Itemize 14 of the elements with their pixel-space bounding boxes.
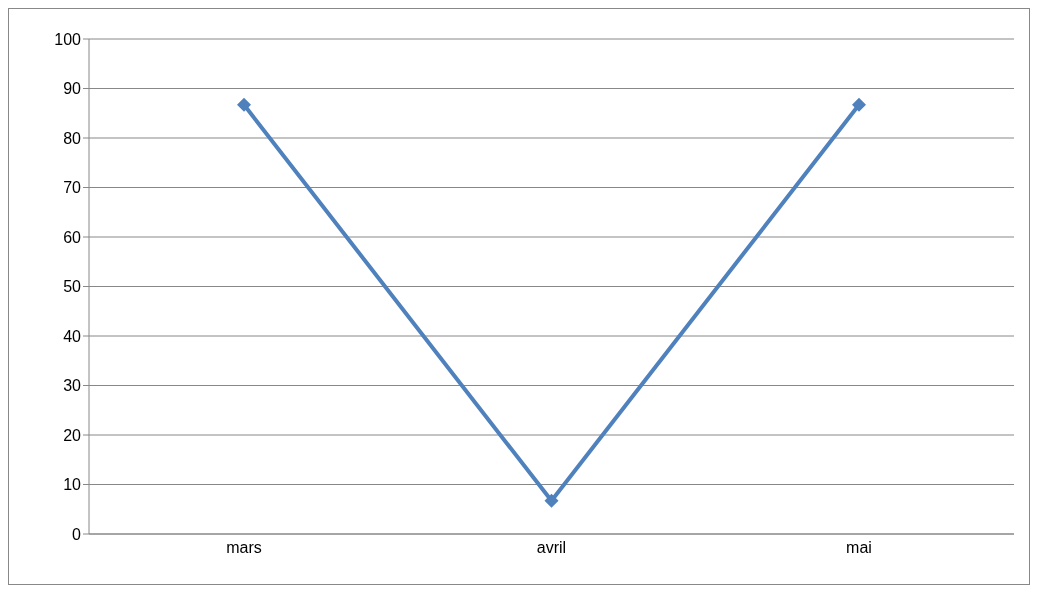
y-tick-label: 30: [63, 377, 82, 395]
y-tick-label: 80: [63, 129, 82, 147]
y-tick-label: 0: [72, 525, 82, 543]
y-tick-label: 20: [63, 426, 82, 444]
x-tick-label: avril: [536, 539, 567, 557]
y-tick-label: 40: [63, 327, 82, 345]
y-tick-label: 70: [63, 179, 82, 197]
y-tick-label: 60: [63, 228, 82, 246]
y-tick-label: 50: [63, 278, 82, 296]
y-tick-label: 10: [63, 476, 82, 494]
x-tick-label: mars: [226, 539, 262, 557]
y-tick-label: 100: [54, 30, 82, 48]
y-tick-label: 90: [63, 80, 82, 98]
x-tick-label: mai: [846, 539, 872, 557]
